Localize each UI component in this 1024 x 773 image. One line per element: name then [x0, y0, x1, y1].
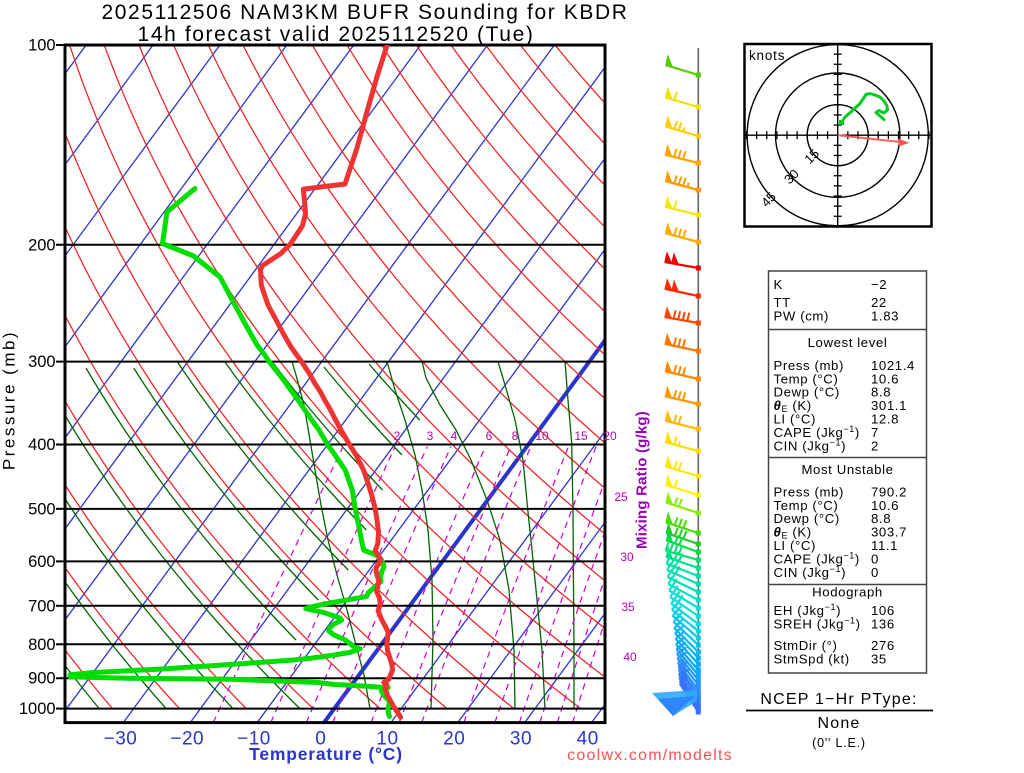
svg-text:−30: −30: [104, 729, 138, 750]
svg-text:Temperature (°C): Temperature (°C): [249, 744, 403, 764]
svg-text:100: 100: [28, 37, 56, 55]
svg-text:500: 500: [28, 500, 56, 518]
svg-text:Dewp (°C): Dewp (°C): [774, 511, 840, 526]
svg-text:22: 22: [871, 295, 887, 310]
svg-text:Pressure (mb): Pressure (mb): [0, 330, 19, 470]
svg-text:10.6: 10.6: [871, 372, 899, 387]
svg-text:106: 106: [871, 603, 895, 618]
svg-text:900: 900: [28, 670, 56, 688]
svg-text:Temp (°C): Temp (°C): [774, 372, 839, 387]
svg-text:LI (°C): LI (°C): [774, 412, 816, 427]
svg-text:coolwx.com/modelts: coolwx.com/modelts: [567, 747, 733, 764]
svg-text:790.2: 790.2: [871, 485, 907, 500]
svg-text:400: 400: [28, 436, 56, 454]
svg-text:CAPE (Jkg−1): CAPE (Jkg−1): [774, 424, 860, 440]
svg-text:12.8: 12.8: [871, 412, 899, 427]
svg-text:30: 30: [620, 550, 634, 564]
svg-text:4: 4: [451, 429, 458, 443]
svg-text:2025112506 NAM3KM BUFR Soundin: 2025112506 NAM3KM BUFR Sounding for KBDR: [101, 1, 628, 24]
svg-text:StmDir (°): StmDir (°): [774, 638, 838, 653]
svg-text:Hodograph: Hodograph: [812, 585, 883, 600]
svg-text:LI (°C): LI (°C): [774, 538, 816, 553]
svg-text:10.6: 10.6: [871, 498, 899, 513]
svg-text:1.83: 1.83: [871, 309, 899, 324]
svg-text:200: 200: [28, 236, 56, 254]
svg-text:35: 35: [621, 600, 635, 614]
svg-text:30: 30: [510, 729, 532, 750]
svg-text:276: 276: [871, 638, 895, 653]
svg-text:11.1: 11.1: [871, 538, 898, 553]
svg-text:TT: TT: [774, 295, 791, 310]
svg-text:40: 40: [577, 729, 599, 750]
svg-text:K: K: [774, 277, 783, 292]
svg-text:SREH (Jkg−1): SREH (Jkg−1): [774, 616, 861, 632]
svg-text:EH (Jkg−1): EH (Jkg−1): [774, 602, 842, 618]
svg-text:CIN (Jkg−1): CIN (Jkg−1): [774, 438, 847, 454]
svg-text:3: 3: [427, 429, 434, 443]
svg-text:25: 25: [614, 490, 628, 504]
svg-text:−2: −2: [871, 277, 887, 292]
svg-text:8.8: 8.8: [871, 385, 891, 400]
svg-text:6: 6: [486, 429, 493, 443]
svg-text:7: 7: [871, 425, 879, 440]
svg-text:0: 0: [871, 552, 879, 567]
svg-text:Press (mb): Press (mb): [774, 358, 844, 373]
svg-text:−20: −20: [170, 729, 204, 750]
svg-text:8.8: 8.8: [871, 511, 891, 526]
svg-text:10: 10: [535, 429, 549, 443]
svg-text:CAPE (Jkg−1): CAPE (Jkg−1): [774, 551, 860, 567]
svg-text:knots: knots: [749, 48, 785, 63]
svg-text:300: 300: [28, 353, 56, 371]
svg-text:CIN (Jkg−1): CIN (Jkg−1): [774, 564, 847, 580]
svg-text:700: 700: [28, 597, 56, 615]
svg-text:136: 136: [871, 617, 895, 632]
svg-text:0: 0: [871, 565, 879, 580]
svg-text:PW (cm): PW (cm): [774, 309, 829, 324]
svg-text:40: 40: [623, 650, 637, 664]
svg-text:600: 600: [28, 553, 56, 571]
svg-text:Temp (°C): Temp (°C): [774, 498, 839, 513]
svg-text:303.7: 303.7: [871, 525, 907, 540]
svg-text:(0'' L.E.): (0'' L.E.): [812, 736, 866, 750]
svg-text:15: 15: [574, 429, 588, 443]
svg-text:None: None: [817, 715, 860, 732]
svg-text:35: 35: [871, 652, 887, 667]
svg-text:Most Unstable: Most Unstable: [801, 462, 893, 477]
svg-text:Mixing Ratio (g/kg): Mixing Ratio (g/kg): [634, 411, 651, 549]
svg-text:Lowest level: Lowest level: [808, 335, 888, 350]
svg-text:20: 20: [603, 429, 617, 443]
svg-text:14h forecast valid 2025112520: 14h forecast valid 2025112520 (Tue): [138, 23, 535, 46]
svg-text:800: 800: [28, 636, 56, 654]
svg-text:2: 2: [871, 439, 879, 454]
svg-text:1000: 1000: [19, 700, 56, 718]
svg-text:10: 10: [376, 729, 398, 750]
svg-text:−10: −10: [237, 729, 271, 750]
svg-text:20: 20: [443, 729, 465, 750]
svg-text:2: 2: [394, 429, 401, 443]
svg-text:Press (mb): Press (mb): [774, 485, 844, 500]
svg-text:StmSpd (kt): StmSpd (kt): [774, 652, 850, 667]
svg-text:NCEP 1−Hr PType:: NCEP 1−Hr PType:: [760, 691, 917, 708]
svg-text:Dewp (°C): Dewp (°C): [774, 385, 840, 400]
svg-text:8: 8: [512, 429, 519, 443]
svg-text:301.1: 301.1: [871, 398, 907, 413]
svg-text:1021.4: 1021.4: [871, 358, 915, 373]
svg-text:0: 0: [315, 729, 326, 750]
